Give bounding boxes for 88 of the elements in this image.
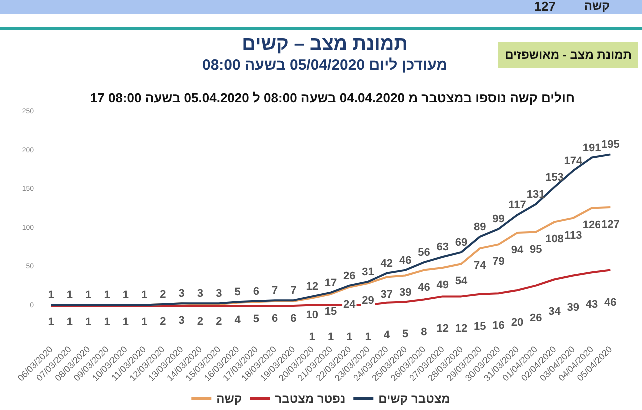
data-label: 1 (365, 332, 372, 344)
data-label: 1 (104, 316, 110, 329)
data-label: 34 (548, 306, 562, 318)
data-label: 69 (455, 236, 468, 249)
data-label: 31 (362, 266, 374, 278)
data-label: 1 (346, 332, 353, 344)
data-label: 127 (602, 218, 620, 231)
data-label: 94 (511, 244, 524, 257)
data-label: 43 (586, 299, 598, 312)
data-label: 17 (324, 277, 338, 290)
data-label: 6 (253, 286, 260, 298)
data-label: 7 (290, 285, 297, 298)
text: תמונת מצב - מאושפזים (505, 48, 632, 62)
data-label: 99 (492, 214, 505, 226)
data-label: 1 (141, 290, 148, 302)
legend-label: נפטר מצטבר (275, 392, 346, 406)
data-label: 1 (48, 316, 54, 329)
chart-subtitle: מעודכן ליום 05/04/2020 בשעה 08:00 (202, 57, 448, 74)
data-label: 1 (122, 290, 129, 302)
data-label: 29 (362, 294, 374, 307)
data-label: 8 (421, 326, 428, 338)
data-label: 20 (511, 316, 524, 329)
text: 127 (534, 0, 556, 14)
data-label: 12 (436, 323, 449, 336)
data-label: 113 (564, 230, 582, 242)
data-label: 39 (399, 287, 412, 300)
data-label: 54 (455, 276, 469, 288)
data-label: 49 (436, 279, 449, 292)
data-label: 1 (122, 316, 129, 329)
data-label: 4 (384, 329, 391, 342)
data-label: 95 (530, 244, 542, 256)
data-label: 46 (604, 296, 617, 309)
data-label: 1 (141, 316, 148, 329)
data-label: 42 (380, 258, 394, 270)
data-label: 1 (86, 316, 92, 329)
data-label: 89 (474, 221, 486, 234)
data-label: 131 (526, 188, 546, 201)
data-label: 7 (272, 285, 278, 298)
data-label: 3 (178, 315, 185, 328)
data-label: 126 (582, 220, 602, 232)
data-label: 63 (436, 242, 449, 254)
data-label: 37 (380, 288, 394, 301)
data-label: 39 (567, 302, 580, 314)
data-label: 5 (402, 328, 409, 341)
data-label: 46 (399, 254, 412, 267)
data-label: 3 (197, 288, 204, 300)
data-label: 1 (66, 316, 74, 329)
data-label: 16 (492, 320, 505, 332)
data-label: 2 (197, 316, 204, 328)
data-label: 2 (160, 288, 166, 301)
data-label: 174 (564, 155, 584, 168)
data-label: 153 (546, 172, 564, 184)
data-label: 26 (344, 270, 356, 282)
data-label: 6 (290, 312, 297, 325)
data-label: 15 (324, 306, 338, 318)
data-label: 191 (582, 142, 602, 154)
data-label: 5 (234, 286, 241, 299)
text: קשה (584, 0, 610, 13)
data-label: 46 (418, 282, 430, 294)
data-label: 1 (309, 332, 316, 344)
data-label: 4 (234, 314, 242, 326)
data-label: 3 (178, 288, 185, 300)
data-label: 12 (306, 281, 318, 294)
data-label: 12 (455, 323, 468, 336)
data-label: 108 (546, 234, 564, 246)
data-label: 6 (272, 312, 278, 325)
data-label: 79 (492, 256, 505, 268)
data-label: 117 (508, 200, 526, 212)
legend-label: קשה (216, 392, 242, 406)
data-label: 74 (474, 260, 488, 272)
data-label: 56 (418, 247, 430, 260)
data-label: 15 (474, 320, 486, 333)
data-label: 1 (66, 290, 74, 302)
data-label: 1 (104, 290, 110, 302)
data-label: 1 (48, 290, 54, 302)
data-label: 3 (216, 288, 222, 300)
data-label: 24 (344, 298, 357, 311)
data-label: 1 (328, 332, 334, 344)
data-label: 2 (216, 316, 222, 328)
data-label: 195 (602, 139, 620, 152)
text: חולים קשה נוספו במצטבר מ 04.04.2020 בשעה 08:00 ל 05.04.2020 בשעה 08:00 17 (90, 90, 575, 106)
data-label: 1 (86, 290, 92, 302)
legend-label: מצטבר קשים (378, 392, 450, 406)
data-label: 26 (530, 312, 542, 324)
data-label: 2 (160, 316, 166, 328)
chart-title: תמונת מצב – קשים (242, 34, 408, 55)
data-label: 5 (253, 314, 260, 326)
data-label: 10 (306, 310, 318, 322)
